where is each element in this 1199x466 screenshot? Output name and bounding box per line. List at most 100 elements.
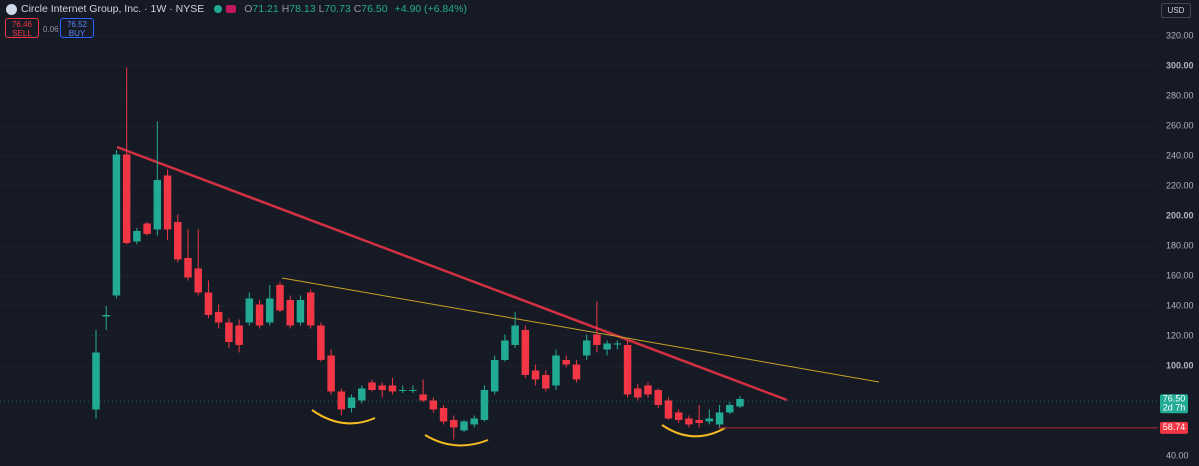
- buy-label: BUY: [68, 29, 86, 38]
- candle-body: [337, 391, 346, 410]
- y-tick-label: 40.00: [1166, 450, 1189, 460]
- buy-button[interactable]: 76.52 BUY: [60, 18, 94, 38]
- candle-body: [398, 389, 407, 391]
- level-label: 58.74: [1163, 422, 1186, 432]
- candle-body: [347, 397, 356, 408]
- candle-body: [511, 325, 519, 345]
- y-tick-label: 140.00: [1166, 300, 1194, 310]
- candle-body: [736, 398, 744, 407]
- trend-line: [116, 145, 788, 402]
- candle-body: [358, 388, 366, 401]
- last-price-tag: [1160, 394, 1188, 414]
- candle-body: [705, 418, 714, 422]
- sell-label: SELL: [12, 29, 32, 38]
- candle-body: [501, 340, 509, 360]
- candle-body: [174, 221, 182, 260]
- candle-body: [327, 355, 335, 392]
- candle-body: [214, 311, 223, 323]
- candle-body: [439, 407, 448, 422]
- candle-body: [194, 268, 202, 293]
- candle-body: [317, 325, 325, 360]
- candle-body: [562, 359, 570, 365]
- ohlc-value: 78.13: [289, 3, 316, 15]
- y-tick-label: 200.00: [1166, 210, 1194, 220]
- candle-body: [480, 389, 489, 420]
- candle-body: [306, 292, 315, 326]
- candle-body: [634, 388, 642, 398]
- candle-body: [429, 400, 438, 410]
- ohlc-key: L: [318, 3, 325, 15]
- candle-body: [685, 418, 693, 425]
- candle-body: [726, 404, 734, 413]
- candle-body: [133, 230, 141, 242]
- candle-body: [255, 304, 264, 326]
- candle-body: [92, 352, 100, 410]
- currency-button[interactable]: USD: [1161, 3, 1191, 18]
- ohlc-value: 76.50: [361, 3, 388, 15]
- ohlc-key: O: [244, 3, 253, 15]
- y-tick-label: 260.00: [1166, 120, 1194, 130]
- candle-body: [266, 298, 274, 323]
- sell-button[interactable]: 76.46 SELL: [5, 18, 39, 38]
- candle-body: [163, 175, 172, 230]
- y-tick-label: 280.00: [1166, 90, 1194, 100]
- candle-body: [388, 385, 397, 392]
- pattern-arc: [661, 424, 726, 438]
- pattern-arc: [424, 434, 489, 447]
- flag-icon: [226, 5, 237, 13]
- ohlc-key: H: [281, 3, 290, 15]
- y-tick-label: 240.00: [1166, 150, 1194, 160]
- candle-body: [368, 382, 376, 390]
- candle-body: [102, 314, 110, 317]
- candle-body: [664, 400, 673, 419]
- candle-body: [460, 421, 468, 431]
- y-tick-label: 120.00: [1166, 330, 1194, 340]
- price-axis: [1158, 0, 1199, 466]
- trend-line: [281, 277, 880, 383]
- candle-body: [450, 419, 458, 428]
- candle-body: [582, 340, 591, 356]
- level-tag: [1160, 421, 1188, 434]
- pattern-arc: [311, 409, 376, 425]
- candle-body: [245, 298, 254, 323]
- candle-body: [419, 394, 427, 401]
- candle-body: [225, 322, 233, 342]
- candle-body: [235, 325, 243, 345]
- candle-body: [695, 419, 703, 423]
- ohlc-key: C: [353, 3, 362, 15]
- candle-body: [286, 299, 294, 326]
- candle-body: [654, 389, 662, 405]
- symbol-title: Circle Internet Group, Inc. · 1W · NYSE: [21, 3, 205, 15]
- candle-body: [593, 334, 601, 345]
- spread: 0.06: [43, 25, 59, 34]
- symbol-header: Circle Internet Group, Inc. · 1W · NYSE …: [6, 3, 467, 15]
- y-tick-label: 160.00: [1166, 270, 1194, 280]
- y-tick-label: 220.00: [1166, 180, 1194, 190]
- change: +4.90 (+6.84%): [394, 3, 467, 15]
- countdown: 2d 7h: [1163, 403, 1186, 413]
- candle-body: [603, 343, 611, 350]
- y-tick-label: 300.00: [1166, 60, 1194, 70]
- candle-body: [521, 329, 530, 375]
- candle-body: [623, 344, 632, 395]
- candle-body: [613, 343, 622, 345]
- candle-body: [184, 257, 192, 278]
- candle-body: [531, 370, 540, 380]
- candle-body: [674, 412, 683, 420]
- candle-body: [542, 374, 550, 389]
- buy-price: 76.52: [66, 20, 88, 29]
- grid: [0, 35, 1158, 457]
- candle-body: [378, 385, 386, 390]
- candle-body: [153, 179, 162, 230]
- logo: [6, 3, 17, 15]
- candle-body: [409, 389, 417, 391]
- ohlc-value: 71.21: [252, 3, 279, 15]
- candle-body: [296, 299, 305, 323]
- candle-body: [715, 412, 724, 425]
- y-tick-label: 320.00: [1166, 30, 1194, 40]
- y-tick-label: 180.00: [1166, 240, 1194, 250]
- candle-body: [204, 292, 213, 315]
- y-tick-label: 100.00: [1166, 360, 1194, 370]
